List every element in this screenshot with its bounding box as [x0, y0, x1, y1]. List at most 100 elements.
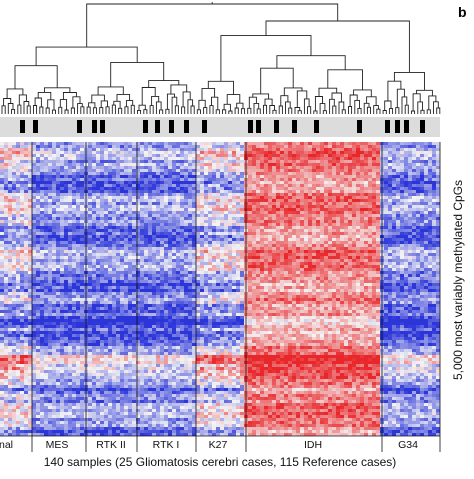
heatmap-cell — [304, 148, 308, 151]
heatmap-cell — [180, 265, 184, 268]
dendrogram-branch — [241, 109, 244, 114]
heatmap-cell — [124, 166, 128, 169]
heatmap-cell — [396, 250, 400, 253]
heatmap-cell — [408, 250, 412, 253]
heatmap-cell — [312, 238, 316, 241]
gc-case-mark — [92, 120, 97, 133]
heatmap-cell — [292, 163, 296, 166]
heatmap-cell — [360, 163, 364, 166]
heatmap-cell — [12, 244, 16, 247]
heatmap-cell — [424, 184, 428, 187]
heatmap-cell — [272, 259, 276, 262]
heatmap-cell — [424, 202, 428, 205]
heatmap-cell — [60, 235, 64, 238]
heatmap-cell — [196, 190, 200, 193]
heatmap-cell — [64, 145, 68, 148]
heatmap-cell — [424, 142, 428, 145]
heatmap-cell — [224, 268, 228, 271]
heatmap-cell — [424, 220, 428, 223]
heatmap-cell — [404, 196, 408, 199]
heatmap-cell — [44, 187, 48, 190]
heatmap-cell — [356, 205, 360, 208]
heatmap-cell — [204, 205, 208, 208]
heatmap-cell — [48, 175, 52, 178]
heatmap-cell — [436, 205, 440, 208]
heatmap-cell — [152, 187, 156, 190]
heatmap-cell — [416, 250, 420, 253]
heatmap-cell — [216, 250, 220, 253]
heatmap-cell — [256, 265, 260, 268]
heatmap-cell — [292, 256, 296, 259]
heatmap-cell — [168, 271, 172, 274]
heatmap-cell — [272, 205, 276, 208]
heatmap-cell — [100, 238, 104, 241]
heatmap-cell — [200, 247, 204, 250]
heatmap-cell — [240, 259, 244, 262]
heatmap-cell — [56, 145, 60, 148]
heatmap-cell — [392, 145, 396, 148]
heatmap-cell — [104, 199, 108, 202]
heatmap-cell — [312, 250, 316, 253]
heatmap-cell — [328, 199, 332, 202]
heatmap-cell — [200, 163, 204, 166]
heatmap-cell — [260, 187, 264, 190]
heatmap-cell — [432, 142, 436, 145]
heatmap-cell — [400, 232, 404, 235]
heatmap-cell — [156, 175, 160, 178]
heatmap-cell — [108, 214, 112, 217]
heatmap-cell — [344, 169, 348, 172]
heatmap-cell — [32, 253, 36, 256]
heatmap-cell — [344, 235, 348, 238]
heatmap-cell — [8, 196, 12, 199]
heatmap-cell — [60, 148, 64, 151]
heatmap-cell — [416, 151, 420, 154]
heatmap-cell — [272, 223, 276, 226]
heatmap-cell — [248, 250, 252, 253]
heatmap-cell — [200, 238, 204, 241]
heatmap-cell — [68, 268, 72, 271]
heatmap-cell — [320, 169, 324, 172]
heatmap-cell — [348, 211, 352, 214]
heatmap-cell — [128, 142, 132, 145]
heatmap-cell — [316, 250, 320, 253]
heatmap-cell — [200, 142, 204, 145]
heatmap-cell — [92, 166, 96, 169]
heatmap-cell — [88, 184, 92, 187]
heatmap-cell — [172, 226, 176, 229]
heatmap-cell — [88, 169, 92, 172]
heatmap-cell — [20, 265, 24, 268]
heatmap-cell — [376, 229, 380, 232]
heatmap-cell — [44, 238, 48, 241]
heatmap-cell — [424, 181, 428, 184]
heatmap-cell — [220, 214, 224, 217]
heatmap-cell — [120, 247, 124, 250]
heatmap-cell — [312, 265, 316, 268]
heatmap-cell — [376, 262, 380, 265]
heatmap-cell — [228, 148, 232, 151]
heatmap-cell — [336, 265, 340, 268]
heatmap-cell — [72, 184, 76, 187]
heatmap-cell — [212, 229, 216, 232]
heatmap-cell — [332, 226, 336, 229]
heatmap-cell — [196, 226, 200, 229]
heatmap-cell — [120, 217, 124, 220]
heatmap-cell — [184, 169, 188, 172]
dendrogram-branch — [367, 97, 377, 106]
heatmap-cell — [336, 199, 340, 202]
heatmap-cell — [276, 235, 280, 238]
heatmap-cell — [220, 169, 224, 172]
heatmap-cell — [100, 190, 104, 193]
heatmap-cell — [396, 193, 400, 196]
heatmap-cell — [204, 166, 208, 169]
heatmap-cell — [216, 187, 220, 190]
heatmap-cell — [128, 211, 132, 214]
heatmap-cell — [396, 151, 400, 154]
heatmap-cell — [48, 238, 52, 241]
heatmap-cell — [20, 151, 24, 154]
heatmap-cell — [56, 238, 60, 241]
heatmap-cell — [360, 211, 364, 214]
heatmap-cell — [360, 148, 364, 151]
heatmap-cell — [72, 157, 76, 160]
heatmap-cell — [68, 187, 72, 190]
heatmap-cell — [140, 250, 144, 253]
